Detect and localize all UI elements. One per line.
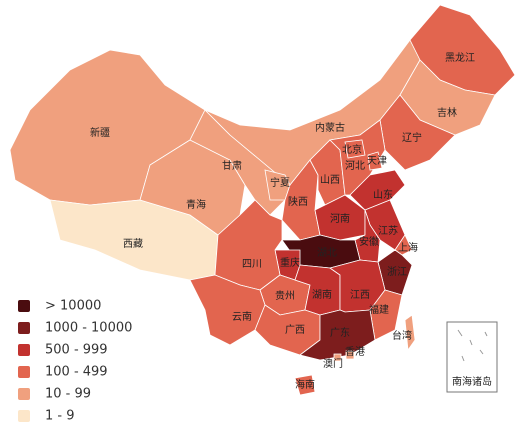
region-label: 福建 xyxy=(369,303,389,316)
legend-swatch xyxy=(18,410,30,422)
region-label: 天津 xyxy=(367,155,387,167)
region-label: 四川 xyxy=(242,259,262,270)
region-label: 青海 xyxy=(186,198,206,211)
legend-swatch xyxy=(18,322,30,334)
region xyxy=(404,314,416,352)
legend-label: 10 - 99 xyxy=(45,387,91,402)
region xyxy=(344,139,366,159)
region-label: 浙江 xyxy=(387,266,407,278)
inset-box xyxy=(446,321,498,393)
region-label: 上海 xyxy=(398,241,418,254)
region-label: 台湾 xyxy=(392,329,412,342)
inset-islands xyxy=(457,329,488,362)
legend-label: 100 - 499 xyxy=(45,365,108,380)
region-label: 内蒙古 xyxy=(315,121,345,134)
legend-swatch xyxy=(18,388,30,400)
region-label: 贵州 xyxy=(275,289,295,302)
region-label: 陕西 xyxy=(288,195,308,208)
regions xyxy=(9,4,516,396)
legend-label: > 10000 xyxy=(45,299,101,314)
legend-label: 1 - 9 xyxy=(45,409,75,424)
region-label: 香港 xyxy=(345,346,365,358)
legend-swatch xyxy=(18,344,30,356)
region-label: 澳门 xyxy=(323,357,343,370)
region-label: 广西 xyxy=(285,324,305,336)
region-label: 北京 xyxy=(342,143,362,156)
region xyxy=(367,151,383,171)
region-label: 辽宁 xyxy=(402,131,422,144)
legend-swatch xyxy=(18,300,30,312)
region-label: 吉林 xyxy=(437,106,457,119)
region-label: 宁夏 xyxy=(270,176,290,189)
region-label: 湖北 xyxy=(317,247,337,259)
region-label: 山西 xyxy=(320,174,340,186)
legend-label: 500 - 999 xyxy=(45,343,108,358)
region-label: 江苏 xyxy=(378,224,398,237)
legend-label: 1000 - 10000 xyxy=(45,321,132,336)
region-label: 海南 xyxy=(295,378,315,391)
region-label: 重庆 xyxy=(280,256,300,269)
region xyxy=(345,350,355,360)
region-label: 安徽 xyxy=(359,235,379,248)
region-label: 甘肃 xyxy=(222,159,242,172)
region xyxy=(369,289,403,341)
legend: > 10000 1000 - 10000 500 - 999 100 - 499 10 … xyxy=(18,299,132,424)
region xyxy=(299,309,376,361)
region-label: 河北 xyxy=(345,160,365,172)
region xyxy=(333,353,342,362)
region-label: 山东 xyxy=(373,188,393,201)
region-label: 江西 xyxy=(350,289,370,301)
region-label: 西藏 xyxy=(123,238,143,250)
region-label: 广东 xyxy=(330,326,350,339)
region xyxy=(294,374,316,396)
region-label: 湖南 xyxy=(312,288,332,301)
region-label: 新疆 xyxy=(90,126,110,139)
region-label: 黑龙江 xyxy=(445,51,475,64)
region-label: 云南 xyxy=(232,310,252,323)
inset-label: 南海诸岛 xyxy=(452,375,492,388)
region-label: 河南 xyxy=(330,212,350,225)
legend-swatch xyxy=(18,366,30,378)
